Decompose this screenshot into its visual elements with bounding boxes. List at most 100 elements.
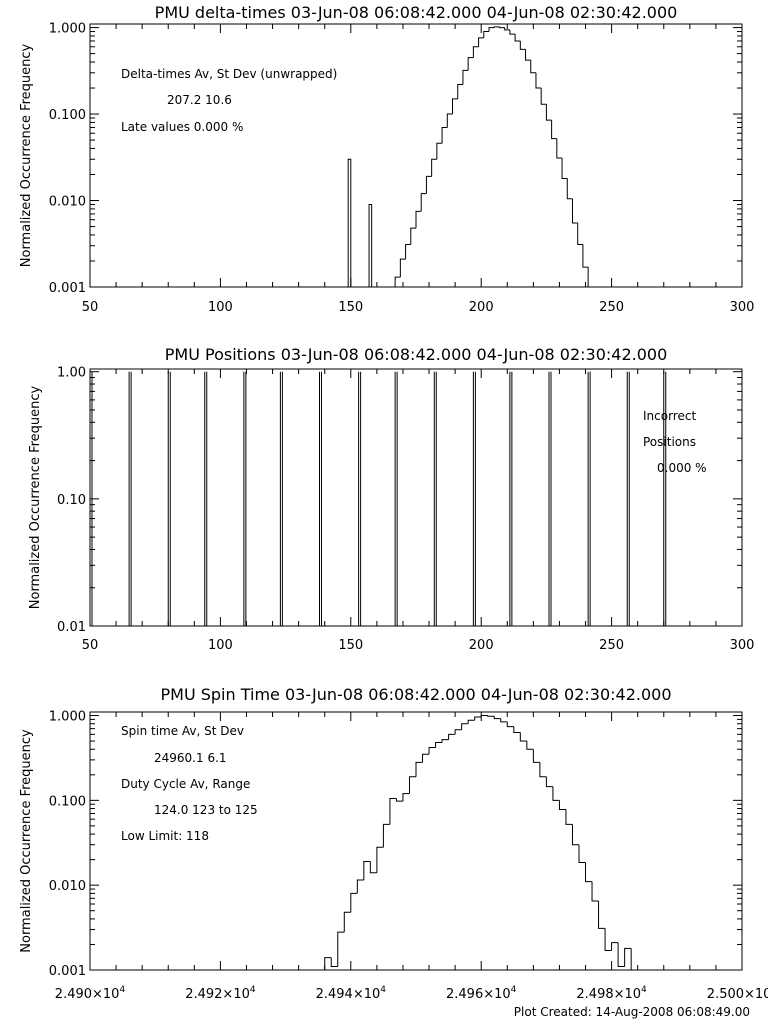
- histogram-bin: [405, 244, 411, 260]
- histogram-bin: [436, 142, 443, 160]
- histogram-bin: [578, 844, 586, 864]
- x-tick-label: 50: [82, 638, 99, 653]
- x-tick-label: 150: [338, 638, 363, 653]
- histogram-bin: [425, 175, 432, 194]
- histogram-bin: [452, 98, 458, 115]
- plot-frame: [89, 368, 743, 627]
- histogram-bin: [488, 27, 495, 32]
- histogram-bin: [551, 120, 557, 140]
- histogram-bin: [422, 753, 430, 763]
- histogram-bin: [330, 957, 338, 967]
- histogram-bin: [561, 158, 568, 179]
- y-tick-label: 1.00: [57, 366, 86, 381]
- x-tick-label: 50: [82, 300, 99, 315]
- x-tick-label: 2.498×104: [576, 985, 647, 1002]
- y-tick-label: 0.01: [57, 620, 86, 635]
- histogram-bin: [420, 193, 427, 212]
- histogram-bin: [571, 198, 578, 224]
- x-tick-label: 300: [730, 638, 755, 653]
- plot-frame: [89, 23, 743, 288]
- histogram-bin: [337, 931, 345, 967]
- histogram-bin: [431, 158, 437, 177]
- y-axis-label: Normalized Occurrence Frequency: [19, 43, 34, 267]
- histogram-bin: [624, 947, 632, 967]
- histogram-bin: [356, 879, 364, 894]
- histogram-bin: [441, 126, 448, 144]
- y-tick-label: 0.010: [49, 879, 86, 894]
- annotation-text: 0.000 %: [657, 461, 707, 475]
- x-tick-label: 2.494×104: [316, 985, 387, 1002]
- histogram-bin: [483, 31, 490, 38]
- histogram-bin: [513, 726, 521, 734]
- x-tick-label: 250: [599, 638, 624, 653]
- histogram-bin: [540, 88, 547, 105]
- histogram-bin: [441, 739, 449, 743]
- histogram-bin: [571, 824, 579, 846]
- histogram-bin: [394, 276, 401, 287]
- histogram-bin: [389, 798, 397, 825]
- y-tick-label: 0.001: [49, 964, 86, 979]
- histogram-bin: [474, 716, 482, 721]
- histogram-bin: [415, 210, 422, 229]
- histogram-bin: [539, 762, 547, 778]
- y-tick-label: 0.100: [49, 108, 86, 123]
- annotation-text: Duty Cycle Av, Range: [121, 777, 250, 791]
- y-tick-label: 1.000: [49, 710, 86, 725]
- y-axis-label: Normalized Occurrence Frequency: [19, 729, 34, 953]
- histogram-bin: [598, 901, 606, 929]
- chart-panel-1: PMU delta-times 03-Jun-08 06:08:42.000 0…: [19, 3, 754, 315]
- histogram-bin: [487, 715, 495, 717]
- histogram-bin: [519, 40, 526, 50]
- x-tick-label: 100: [208, 300, 233, 315]
- histogram-bin: [462, 69, 469, 85]
- histogram-bin: [395, 798, 403, 802]
- x-tick-label: 2.500×104: [707, 985, 768, 1002]
- x-tick-label: 200: [469, 638, 494, 653]
- histogram-bin: [582, 244, 589, 268]
- histogram-bin: [435, 742, 443, 748]
- histogram-bin: [565, 809, 573, 825]
- histogram-bin: [506, 721, 514, 728]
- histogram-bin: [376, 846, 384, 873]
- histogram-bin: [457, 83, 463, 99]
- y-tick-label: 0.100: [49, 794, 86, 809]
- histogram-bin: [410, 227, 416, 245]
- histogram-bin: [587, 267, 594, 288]
- annotation-text: Late values 0.000 %: [121, 120, 243, 134]
- histogram-bin: [446, 113, 453, 128]
- annotation-text: Delta-times Av, St Dev (unwrapped): [121, 67, 337, 81]
- y-tick-label: 0.001: [49, 281, 86, 296]
- histogram-bin: [493, 716, 501, 720]
- histogram-bin: [493, 26, 500, 28]
- chart-panel-3: PMU Spin Time 03-Jun-08 06:08:42.000 04-…: [19, 685, 768, 1002]
- annotation-text: Positions: [643, 435, 696, 449]
- annotation-text: 124.0 123 to 125: [154, 803, 258, 817]
- histogram-bin: [343, 911, 351, 933]
- histogram-bin: [545, 104, 552, 121]
- outlier-spike: [368, 203, 373, 287]
- histogram-bin: [509, 29, 516, 35]
- histogram-bin: [535, 72, 542, 89]
- histogram-bin: [556, 138, 563, 159]
- histogram-bin: [498, 26, 505, 29]
- x-tick-label: 150: [338, 300, 363, 315]
- chart-title: PMU delta-times 03-Jun-08 06:08:42.000 0…: [155, 3, 678, 22]
- histogram-bin: [566, 178, 573, 200]
- histogram-bin: [428, 746, 436, 755]
- histogram-bin: [525, 49, 531, 61]
- y-tick-label: 1.000: [49, 22, 86, 37]
- annotation-text: 24960.1 6.1: [154, 751, 227, 765]
- chart-panel-2: PMU Positions 03-Jun-08 06:08:42.000 04-…: [28, 345, 754, 653]
- histogram-bin: [363, 861, 371, 881]
- x-tick-label: 2.490×104: [55, 985, 126, 1002]
- annotation-text: Low Limit: 118: [121, 829, 209, 843]
- y-tick-label: 0.10: [57, 493, 86, 508]
- histogram-bin: [350, 892, 358, 913]
- y-axis-label: Normalized Occurrence Frequency: [28, 385, 43, 609]
- histogram-bin: [630, 948, 638, 971]
- annotation-text: Spin time Av, St Dev: [121, 724, 244, 738]
- x-tick-label: 2.496×104: [446, 985, 517, 1002]
- annotation-text: 207.2 10.6: [167, 93, 232, 107]
- histogram-bin: [604, 928, 612, 951]
